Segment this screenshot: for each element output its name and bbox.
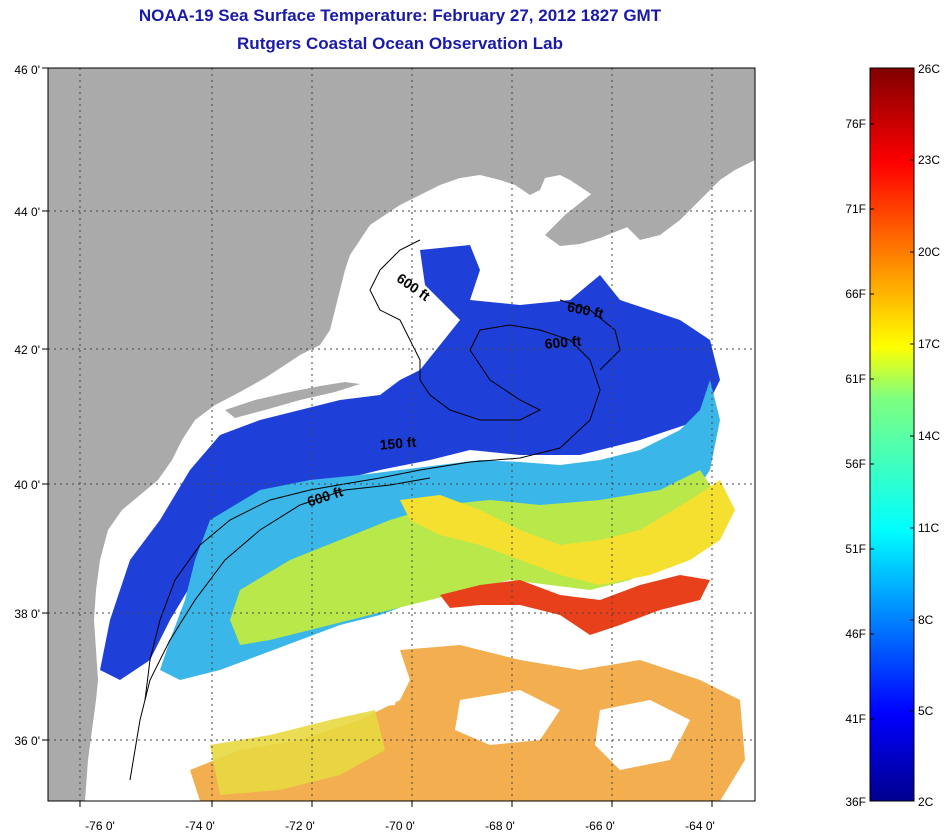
colorbar-f-label: 36F	[845, 795, 866, 809]
colorbar-f-label: 46F	[845, 627, 866, 641]
contour-label: 600 ft	[566, 298, 605, 321]
tick-marks	[42, 67, 713, 807]
lon-tick-label: -74 0'	[185, 819, 215, 833]
colorbar-ticks	[870, 123, 914, 720]
sst-warm-region	[400, 480, 735, 585]
colorbar-c-label: 11C	[918, 521, 939, 535]
lat-tick-label: 36 0'	[14, 734, 40, 748]
contour-label: 150 ft	[379, 434, 417, 453]
cloud-patch	[455, 690, 560, 745]
colorbar-f-label: 71F	[845, 202, 866, 216]
map-frame	[47, 67, 756, 802]
colorbar-f-label: 76F	[845, 117, 866, 131]
colorbar-f-label: 61F	[845, 372, 866, 386]
map-title: NOAA-19 Sea Surface Temperature: Februar…	[138, 6, 662, 25]
lon-tick-label: -70 0'	[385, 819, 415, 833]
sst-cold-region	[100, 245, 720, 680]
colorbar-f-label: 56F	[845, 457, 866, 471]
colorbar	[869, 67, 915, 802]
lon-tick-label: -76 0'	[85, 819, 115, 833]
lat-tick-label: 40 0'	[14, 478, 40, 492]
lat-tick-label: 38 0'	[14, 607, 40, 621]
long-island	[225, 382, 360, 418]
colorbar-c-label: 26C	[918, 62, 940, 76]
colorbar-c-label: 8C	[918, 613, 934, 627]
sst-south-yellow	[210, 710, 385, 795]
depth-contour-line	[144, 239, 601, 701]
colorbar-c-label: 17C	[918, 337, 940, 351]
land-mass	[48, 68, 755, 801]
colorbar-f-label: 41F	[845, 712, 866, 726]
lon-tick-label: -72 0'	[285, 819, 315, 833]
sst-mild-region	[230, 470, 720, 645]
lat-tick-label: 42 0'	[14, 343, 40, 357]
cloud-patch	[595, 700, 690, 770]
map-area: 600 ft 600 ft 600 ft 150 ft 600 ft	[48, 68, 755, 801]
sst-hot-region	[440, 575, 710, 635]
colorbar-f-label: 51F	[845, 542, 866, 556]
cloud-patch	[230, 665, 400, 720]
nova-scotia	[545, 95, 755, 246]
map-subtitle: Rutgers Coastal Ocean Observation Lab	[237, 34, 563, 53]
lat-tick-label: 44 0'	[14, 205, 40, 219]
colorbar-f-label: 66F	[845, 287, 866, 301]
lat-tick-label: 46 0'	[14, 63, 40, 77]
depth-contour-line	[559, 299, 621, 371]
contour-label: 600 ft	[544, 333, 582, 352]
colorbar-c-label: 5C	[918, 704, 934, 718]
lon-tick-label: -68 0'	[485, 819, 515, 833]
depth-contour-line	[129, 477, 431, 781]
colorbar-c-label: 2C	[918, 795, 934, 809]
colorbar-c-label: 20C	[918, 245, 940, 259]
lon-tick-label: -64 0'	[685, 819, 715, 833]
lon-tick-label: -66 0'	[585, 819, 615, 833]
colorbar-c-label: 14C	[918, 429, 940, 443]
grid-lines	[48, 68, 755, 801]
colorbar-c-label: 23C	[918, 153, 940, 167]
